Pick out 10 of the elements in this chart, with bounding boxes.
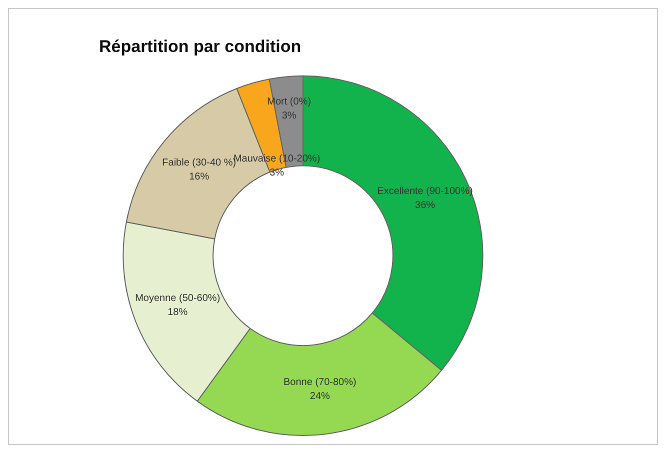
slice-label: Moyenne (50-60%) xyxy=(135,293,220,304)
data-label: 16% xyxy=(189,171,210,182)
chart-title: Répartition par condition xyxy=(99,36,302,56)
slice-label: Bonne (70-80%) xyxy=(283,377,356,388)
data-label: 3% xyxy=(282,110,296,122)
data-label: 3% xyxy=(270,167,284,178)
data-label: 18% xyxy=(168,307,188,318)
slice-label: Faible (30-40 %) xyxy=(162,157,236,168)
data-label: 24% xyxy=(310,391,330,402)
data-label: 36% xyxy=(415,200,436,212)
